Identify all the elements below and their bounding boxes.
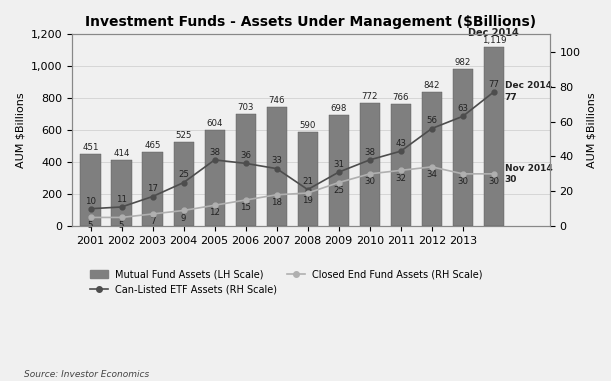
Text: 32: 32 bbox=[395, 174, 406, 182]
Text: 1,119: 1,119 bbox=[481, 36, 506, 45]
Text: Dec 2014: Dec 2014 bbox=[469, 28, 519, 38]
Bar bbox=[236, 114, 256, 226]
Legend: Mutual Fund Assets (LH Scale), Can-Listed ETF Assets (RH Scale), Closed End Fund: Mutual Fund Assets (LH Scale), Can-Liste… bbox=[86, 266, 487, 298]
Text: 38: 38 bbox=[364, 148, 375, 157]
Text: 33: 33 bbox=[271, 157, 282, 165]
Y-axis label: AUM $Billions: AUM $Billions bbox=[586, 93, 596, 168]
Bar bbox=[266, 107, 287, 226]
Text: 30: 30 bbox=[488, 177, 499, 186]
Bar bbox=[205, 130, 225, 226]
Text: 772: 772 bbox=[362, 92, 378, 101]
Bar bbox=[390, 104, 411, 226]
Text: 19: 19 bbox=[302, 196, 313, 205]
Text: 703: 703 bbox=[238, 103, 254, 112]
Bar bbox=[360, 103, 380, 226]
Text: 12: 12 bbox=[209, 208, 220, 218]
Text: 414: 414 bbox=[113, 149, 130, 158]
Text: 11: 11 bbox=[116, 195, 127, 204]
Bar bbox=[111, 160, 131, 226]
Text: 590: 590 bbox=[299, 121, 316, 130]
Text: 982: 982 bbox=[455, 58, 471, 67]
Bar bbox=[484, 47, 504, 226]
Text: 77: 77 bbox=[488, 80, 499, 89]
Text: 525: 525 bbox=[175, 131, 192, 140]
Text: 63: 63 bbox=[458, 104, 469, 113]
Text: 17: 17 bbox=[147, 184, 158, 193]
Text: 30: 30 bbox=[505, 174, 517, 184]
Text: 5: 5 bbox=[88, 221, 93, 230]
Text: 766: 766 bbox=[392, 93, 409, 102]
Text: 604: 604 bbox=[207, 119, 223, 128]
Text: 25: 25 bbox=[333, 186, 344, 195]
Text: 15: 15 bbox=[240, 203, 251, 212]
Text: 10: 10 bbox=[85, 197, 96, 205]
Text: 698: 698 bbox=[331, 104, 347, 113]
Text: 31: 31 bbox=[333, 160, 344, 169]
Y-axis label: AUM $Billions: AUM $Billions bbox=[15, 93, 25, 168]
Bar bbox=[81, 154, 101, 226]
Text: 34: 34 bbox=[426, 170, 437, 179]
Bar bbox=[453, 69, 473, 226]
Text: 43: 43 bbox=[395, 139, 406, 148]
Text: 25: 25 bbox=[178, 170, 189, 179]
Text: 465: 465 bbox=[144, 141, 161, 150]
Bar bbox=[142, 152, 163, 226]
Text: 30: 30 bbox=[364, 177, 375, 186]
Text: 7: 7 bbox=[150, 217, 155, 226]
Text: 56: 56 bbox=[426, 116, 437, 125]
Text: Source: Investor Economics: Source: Investor Economics bbox=[24, 370, 150, 379]
Bar bbox=[174, 142, 194, 226]
Bar bbox=[422, 91, 442, 226]
Text: 18: 18 bbox=[271, 198, 282, 207]
Text: 5: 5 bbox=[119, 221, 124, 230]
Text: Nov 2014: Nov 2014 bbox=[505, 163, 552, 173]
Text: 38: 38 bbox=[209, 148, 220, 157]
Text: 9: 9 bbox=[181, 214, 186, 223]
Title: Investment Funds - Assets Under Management ($Billions): Investment Funds - Assets Under Manageme… bbox=[86, 15, 536, 29]
Text: 451: 451 bbox=[82, 143, 99, 152]
Bar bbox=[298, 132, 318, 226]
Bar bbox=[329, 115, 349, 226]
Text: 77: 77 bbox=[505, 93, 518, 102]
Text: 842: 842 bbox=[423, 81, 440, 90]
Text: 21: 21 bbox=[302, 177, 313, 186]
Text: 30: 30 bbox=[458, 177, 469, 186]
Text: 36: 36 bbox=[240, 151, 251, 160]
Text: Dec 2014: Dec 2014 bbox=[505, 81, 552, 90]
Text: 746: 746 bbox=[268, 96, 285, 105]
